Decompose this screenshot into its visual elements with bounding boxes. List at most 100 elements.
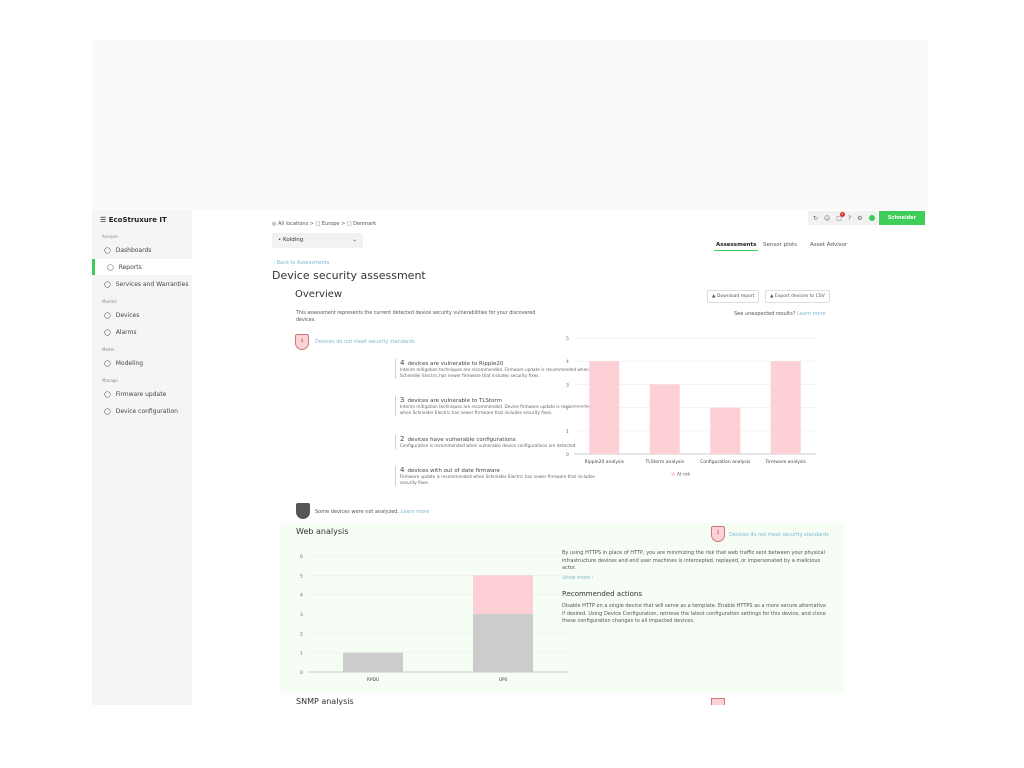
sidebar-section-label: Manage	[102, 378, 118, 383]
recommended-actions-title: Recommended actions	[562, 590, 642, 598]
y-tick-label: 5	[566, 336, 569, 342]
refresh-icon[interactable]: ↻	[813, 214, 819, 222]
sidebar-item-modeling[interactable]: ◯ Modeling	[104, 359, 144, 367]
noncompliant-link[interactable]: Devices do not meet security standards	[315, 339, 415, 345]
sidebar-item-alarms[interactable]: ◯ Alarms	[104, 328, 137, 336]
y-tick-label: 1	[566, 429, 569, 435]
y-tick-label: 2	[300, 631, 303, 637]
y-tick-label: 5	[300, 573, 303, 579]
sidebar-section-label: Monitor	[102, 299, 118, 304]
y-tick-label: 0	[566, 452, 569, 458]
sidebar-item-services-and-warranties[interactable]: ◯ Services and Warranties	[104, 280, 189, 288]
bar-at-risk	[770, 361, 801, 454]
vulnerability-item: 3 devices are vulnerable to TLStorm Interi…	[395, 396, 595, 416]
unexpected-results: See unexpected results? Learn more	[734, 311, 826, 317]
learn-more-link[interactable]: Learn more	[797, 311, 826, 317]
x-tick-label: Configuration analysis	[700, 459, 751, 465]
web-analysis-chart: 0123456RPDUUPSNot analyzedAt risk	[300, 554, 568, 683]
legend-label: At risk	[677, 472, 691, 477]
sidebar-item-dashboards[interactable]: ◯ Dashboards	[104, 246, 152, 254]
security-chart: 0 1 2 3 4 5 Ripple20 analysis TLStorm analysis C…	[566, 336, 816, 477]
page-title: Device security assessment	[272, 269, 426, 282]
services-icon: ◯	[104, 280, 111, 288]
web-noncompliant-link[interactable]: Devices do not meet security standards	[729, 532, 829, 538]
y-tick-label: 6	[300, 554, 303, 560]
sidebar-section-label: Model	[102, 347, 115, 352]
pin-icon: •	[278, 237, 282, 243]
download-report-button[interactable]: ▲ Download report	[707, 290, 760, 303]
report-icon: ◯	[107, 263, 114, 271]
y-tick-label: 2	[566, 406, 569, 412]
recommended-actions-text: Disable HTTP on a single device that wil…	[562, 603, 826, 624]
shield-badge: 4	[295, 334, 309, 350]
legend-swatch	[671, 472, 675, 476]
not-analyzed-shield-icon	[296, 503, 310, 519]
sidebar-item-firmware-update[interactable]: ◯ Firmware update	[104, 390, 167, 398]
y-tick-label: 4	[566, 359, 569, 365]
location-select[interactable]: • Kolding ⌄	[272, 233, 363, 248]
status-icon	[868, 215, 875, 221]
logo: ☰ EcoStruxure IT	[100, 216, 167, 224]
config-icon: ◯	[104, 407, 111, 415]
snmp-analysis-title: SNMP analysis	[296, 697, 354, 705]
clock-icon: ◯	[104, 390, 111, 398]
app-window: ☰ EcoStruxure IT Analyze ◯ Dashboards ◯ Repo…	[92, 210, 928, 705]
overview-title: Overview	[295, 289, 343, 300]
notification-badge: 1	[839, 211, 845, 217]
show-more-link[interactable]: Show more ›	[562, 575, 594, 581]
vulnerability-item: 2 devices have vulnerable configurations C…	[395, 435, 595, 449]
tab-assessments[interactable]: Assessments	[714, 242, 759, 251]
cube-icon: ◯	[104, 359, 111, 367]
sidebar-item-device-configuration[interactable]: ◯ Device configuration	[104, 407, 178, 415]
user-icon[interactable]: ☺	[824, 214, 831, 222]
snmp-shield-badge	[711, 698, 725, 705]
bell-icon[interactable]: □ 1	[836, 211, 845, 222]
y-tick-label: 3	[300, 612, 303, 618]
help-icon[interactable]: ?	[847, 214, 852, 222]
back-link[interactable]: ‹ Back to Assessments	[273, 260, 330, 266]
x-tick-label: UPS	[499, 677, 508, 683]
tab-asset-advisor[interactable]: Asset Advisor	[810, 242, 848, 248]
toolbar: ↻ ☺ □ 1 ? ⚙	[808, 211, 878, 225]
web-analysis-title: Web analysis	[296, 527, 349, 536]
sidebar-item-devices[interactable]: ◯ Devices	[104, 311, 140, 319]
bar-at-risk	[473, 575, 533, 614]
bar-at-risk	[649, 384, 680, 454]
bar-at-risk	[589, 361, 620, 454]
breadcrumb: ◎ All locations > □ Europe > □ Denmark	[272, 221, 377, 227]
bar-at-risk	[710, 407, 741, 454]
x-tick-label: TLStorm analysis	[645, 459, 685, 465]
y-tick-label: 1	[300, 651, 303, 657]
breadcrumb-europe[interactable]: Europe	[321, 221, 340, 227]
not-analyzed-learn-more[interactable]: Learn more	[400, 509, 430, 515]
web-shield-badge: 2	[711, 526, 725, 542]
web-description: By using HTTPS in place of HTTP, you are…	[562, 550, 825, 571]
y-tick-label: 4	[300, 593, 303, 599]
y-tick-label: 3	[566, 382, 569, 388]
settings-icon[interactable]: ⚙	[857, 214, 863, 222]
overview-description: This assessment represents the current d…	[296, 311, 536, 323]
sidebar: ☰ EcoStruxure IT Analyze ◯ Dashboards ◯ Repo…	[92, 210, 192, 705]
alarm-icon: ◯	[104, 328, 111, 336]
x-tick-label: RPDU	[367, 677, 380, 683]
export-csv-button[interactable]: ▲ Export devices to CSV	[765, 290, 830, 303]
device-icon: ◯	[104, 311, 111, 319]
vulnerability-item: 4 devices with out of date firmware Firmwa…	[395, 466, 595, 486]
sidebar-item-reports[interactable]: ◯ Reports	[92, 259, 192, 275]
breadcrumb-denmark[interactable]: Denmark	[353, 221, 377, 227]
not-analyzed-note: Some devices were not analyzed. Learn mo…	[315, 509, 430, 515]
sidebar-section-label: Analyze	[102, 234, 118, 239]
eye-icon: ◯	[104, 246, 111, 254]
location-icon: ◎	[272, 221, 277, 227]
vulnerability-item: 4 devices are vulnerable to Ripple20 Inter…	[395, 359, 595, 379]
x-tick-label: Ripple20 analysis	[585, 459, 625, 465]
bar-not-analyzed	[473, 614, 533, 672]
x-tick-label: Firmware analysis	[766, 459, 807, 465]
chevron-down-icon: ⌄	[352, 237, 357, 243]
breadcrumb-all-locations[interactable]: All locations	[277, 221, 309, 227]
bar-not-analyzed	[343, 652, 403, 672]
menu-icon[interactable]: ☰	[100, 216, 107, 224]
y-tick-label: 0	[300, 670, 303, 676]
brand-logo: Schneider Electric	[879, 211, 925, 235]
tab-sensor-plots[interactable]: Sensor plots	[763, 242, 798, 248]
